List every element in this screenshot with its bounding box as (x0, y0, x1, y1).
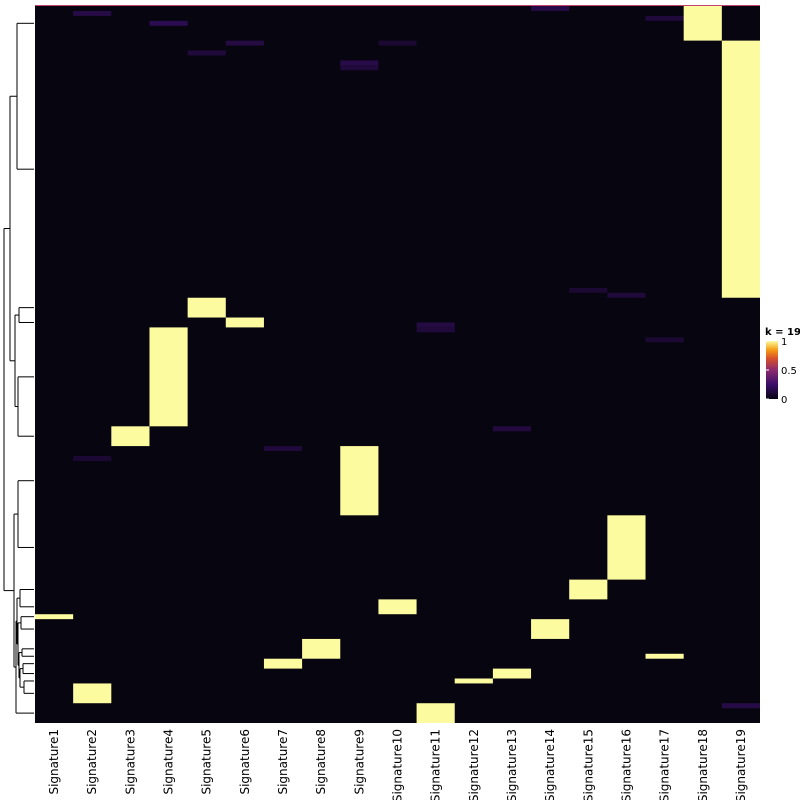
heatmap-block-signature8 (302, 638, 341, 659)
legend-tick-label: 0.5 (781, 366, 797, 377)
heatmap-cell-faint (149, 20, 188, 26)
legend-title: k = 19 (765, 327, 800, 338)
column-label: Signature19 (734, 729, 748, 800)
column-label: Signature16 (619, 729, 633, 800)
heatmap-top-edge (35, 5, 760, 6)
column-label: Signature3 (123, 729, 137, 795)
legend-colorbar (766, 341, 778, 399)
heatmap-cell-faint (340, 65, 379, 71)
heatmap-cell-faint (607, 292, 646, 298)
column-label: Signature5 (200, 729, 214, 795)
color-legend: k = 19 10.50 (765, 327, 800, 406)
heatmap-block-signature6 (225, 317, 264, 328)
heatmap-block-signature14 (531, 619, 570, 639)
heatmap-block-signature19 (721, 40, 760, 298)
legend-ticks: 10.50 (766, 337, 797, 406)
heatmap-cell-faint (263, 446, 303, 452)
heatmap-cell-faint (73, 10, 112, 16)
heatmap-block-signature10 (378, 599, 417, 615)
heatmap-block-signature5 (187, 297, 226, 318)
heatmap-cell-faint (569, 287, 608, 293)
column-label: Signature10 (391, 729, 405, 800)
column-labels: Signature1 Signature2 Signature3 Signature4… (47, 729, 748, 800)
column-label: Signature15 (581, 729, 595, 800)
column-label: Signature14 (543, 729, 557, 800)
heatmap-cell-faint (73, 455, 112, 461)
column-label: Signature1 (47, 729, 61, 795)
heatmap-background (35, 6, 760, 723)
legend-tick-label: 1 (781, 337, 787, 348)
heatmap-block-signature1 (35, 614, 74, 620)
heatmap-cell-faint (340, 60, 379, 66)
column-label: Signature6 (238, 729, 252, 795)
heatmap-cell-faint (531, 6, 570, 11)
heatmap-block-signature17 (645, 653, 684, 659)
column-label: Signature18 (696, 729, 710, 800)
column-label: Signature9 (352, 729, 366, 795)
legend-tick-label: 0 (781, 395, 787, 406)
heatmap-block-signature15 (569, 579, 608, 600)
heatmap-cell-faint (187, 50, 226, 56)
heatmap-block-signature4 (149, 327, 188, 427)
heatmap-block-signature9 (340, 446, 379, 516)
heatmap-cell-faint (721, 703, 760, 709)
heatmap-body (35, 5, 760, 723)
column-label: Signature11 (429, 729, 443, 800)
column-label: Signature7 (276, 729, 290, 795)
column-label: Signature8 (314, 729, 328, 795)
column-label: Signature13 (505, 729, 519, 800)
heatmap-cell-faint (645, 337, 684, 343)
row-dendrogram (3, 22, 34, 714)
heatmap-cell-faint (492, 426, 532, 432)
heatmap-block-signature13 (492, 668, 532, 679)
heatmap-block-signature11 (416, 703, 455, 723)
column-label: Signature2 (85, 729, 99, 795)
column-label: Signature12 (467, 729, 481, 800)
heatmap-cell-faint (416, 322, 455, 328)
heatmap-cell-faint (416, 327, 455, 333)
heatmap-block-signature2 (73, 683, 112, 704)
heatmap-block-signature18 (683, 6, 722, 41)
column-label: Signature17 (658, 729, 672, 800)
heatmap-block-signature3 (111, 426, 150, 447)
heatmap-cell-faint (378, 40, 417, 46)
heatmap-block-signature12 (454, 678, 493, 684)
heatmap-cell-faint (225, 40, 264, 46)
column-label: Signature4 (162, 729, 176, 795)
heatmap-cell-faint (645, 15, 684, 21)
heatmap-block-signature16 (607, 515, 646, 580)
heatmap-block-signature7 (263, 658, 303, 669)
